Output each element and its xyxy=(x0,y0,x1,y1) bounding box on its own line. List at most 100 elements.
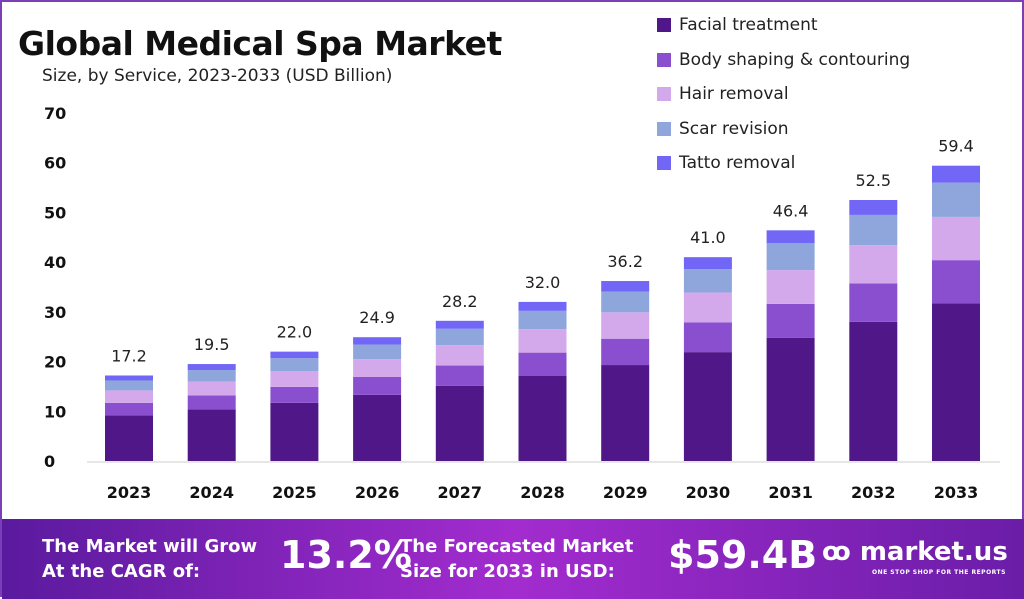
legend-item: Facial treatment xyxy=(657,8,910,43)
y-tick-label: 0 xyxy=(44,452,55,471)
bar-segment-tatto-removal xyxy=(601,281,650,292)
bar-segment-scar-revision xyxy=(932,182,980,217)
bar-segment-facial-treatment xyxy=(849,321,898,461)
forecast-label: The Forecasted Market Size for 2033 in US… xyxy=(400,534,633,584)
bar-segment-hair-removal xyxy=(435,345,484,366)
bar-segment-facial-treatment xyxy=(518,375,567,461)
total-label: 17.2 xyxy=(111,346,147,365)
legend-item: Tatto removal xyxy=(657,146,910,181)
footer-banner: The Market will Grow At the CAGR of: 13.2… xyxy=(2,519,1024,599)
forecast-value: $59.4B xyxy=(668,533,818,577)
bar-segment-scar-revision xyxy=(105,380,153,391)
bar-segment-body-shaping-contouring xyxy=(932,260,980,304)
cagr-label-line1: The Market will Grow xyxy=(42,536,258,557)
legend-label: Facial treatment xyxy=(679,15,818,36)
y-tick-label: 60 xyxy=(44,154,66,173)
total-label: 32.0 xyxy=(525,273,561,292)
legend-item: Hair removal xyxy=(657,77,910,112)
bar-segment-facial-treatment xyxy=(187,409,236,461)
legend-label: Tatto removal xyxy=(679,153,796,174)
y-tick-label: 50 xyxy=(44,203,66,222)
bar-segment-facial-treatment xyxy=(435,385,484,461)
x-tick-label: 2026 xyxy=(355,483,400,502)
bar-segment-tatto-removal xyxy=(105,375,153,381)
legend-swatch xyxy=(657,121,671,136)
total-label: 52.5 xyxy=(855,171,891,190)
x-tick-label: 2027 xyxy=(438,483,483,502)
bar-segment-facial-treatment xyxy=(353,394,402,461)
legend-label: Body shaping & contouring xyxy=(679,49,911,70)
bar-segment-hair-removal xyxy=(932,216,980,261)
bar-segment-tatto-removal xyxy=(766,230,815,244)
bar-segment-tatto-removal xyxy=(187,364,236,371)
cagr-label-line2: At the CAGR of: xyxy=(42,561,201,582)
brand-tagline: ONE STOP SHOP FOR THE REPORTS xyxy=(872,569,1006,576)
bar-segment-body-shaping-contouring xyxy=(849,283,898,322)
legend-item: Scar revision xyxy=(657,112,910,147)
x-tick-label: 2031 xyxy=(768,483,813,502)
bar-segment-body-shaping-contouring xyxy=(435,365,484,386)
x-tick-label: 2029 xyxy=(603,483,648,502)
cagr-label: The Market will Grow At the CAGR of: xyxy=(42,534,257,584)
x-tick-label: 2023 xyxy=(107,483,152,502)
chart-area: 01020304050607017.2202319.5202422.020252… xyxy=(44,104,1000,502)
brand-logo: ꝏ market.us xyxy=(822,537,1008,567)
bar-segment-facial-treatment xyxy=(683,352,732,461)
bar-segment-hair-removal xyxy=(270,371,319,387)
total-label: 19.5 xyxy=(194,335,230,354)
bar-segment-hair-removal xyxy=(187,381,236,396)
bar-segment-body-shaping-contouring xyxy=(353,376,402,395)
bar-segment-hair-removal xyxy=(601,312,650,339)
bar-segment-tatto-removal xyxy=(683,257,732,270)
bar-segment-body-shaping-contouring xyxy=(187,395,236,410)
bar-segment-scar-revision xyxy=(435,328,484,346)
bar-segment-scar-revision xyxy=(849,214,898,246)
bar-segment-body-shaping-contouring xyxy=(766,303,815,338)
x-tick-label: 2025 xyxy=(272,483,317,502)
bar-segment-scar-revision xyxy=(601,291,650,313)
legend-swatch xyxy=(657,87,671,102)
bar-segment-body-shaping-contouring xyxy=(105,402,153,416)
legend-swatch xyxy=(657,156,671,171)
forecast-label-line2: Size for 2033 in USD: xyxy=(400,561,615,582)
x-tick-label: 2030 xyxy=(686,483,731,502)
forecast-label-line1: The Forecasted Market xyxy=(400,536,634,557)
total-label: 22.0 xyxy=(277,323,313,342)
bar-segment-tatto-removal xyxy=(849,200,898,215)
bar-segment-body-shaping-contouring xyxy=(601,338,650,366)
bar-segment-hair-removal xyxy=(849,245,898,284)
bar-segment-facial-treatment xyxy=(105,415,153,461)
bar-segment-body-shaping-contouring xyxy=(518,352,567,376)
chart-title: Global Medical Spa Market xyxy=(18,24,502,63)
bar-segment-scar-revision xyxy=(270,358,319,372)
y-tick-label: 10 xyxy=(44,402,66,421)
bar-segment-scar-revision xyxy=(187,370,236,382)
legend: Facial treatment Body shaping & contourin… xyxy=(657,8,910,181)
brand-name: market.us xyxy=(859,537,1008,567)
cagr-value: 13.2% xyxy=(280,533,412,577)
total-label: 59.4 xyxy=(938,137,974,156)
bar-segment-facial-treatment xyxy=(932,303,980,461)
x-tick-label: 2033 xyxy=(934,483,979,502)
legend-swatch xyxy=(657,18,671,33)
bar-segment-hair-removal xyxy=(683,292,732,323)
total-label: 28.2 xyxy=(442,292,478,311)
bar-segment-hair-removal xyxy=(105,390,153,403)
y-tick-label: 20 xyxy=(44,353,66,372)
bar-segment-tatto-removal xyxy=(353,337,402,345)
x-tick-label: 2024 xyxy=(189,483,234,502)
bar-segment-tatto-removal xyxy=(270,351,319,359)
bar-segment-tatto-removal xyxy=(932,165,980,183)
y-tick-label: 70 xyxy=(44,104,66,123)
legend-label: Hair removal xyxy=(679,84,789,105)
x-tick-label: 2028 xyxy=(520,483,565,502)
bar-segment-facial-treatment xyxy=(601,365,650,461)
bar-segment-body-shaping-contouring xyxy=(683,322,732,353)
total-label: 46.4 xyxy=(773,201,809,220)
bar-segment-scar-revision xyxy=(518,310,567,330)
legend-item: Body shaping & contouring xyxy=(657,43,910,78)
bar-segment-scar-revision xyxy=(683,269,732,293)
bar-segment-body-shaping-contouring xyxy=(270,386,319,403)
bar-segment-hair-removal xyxy=(518,329,567,353)
bar-segment-tatto-removal xyxy=(435,320,484,329)
